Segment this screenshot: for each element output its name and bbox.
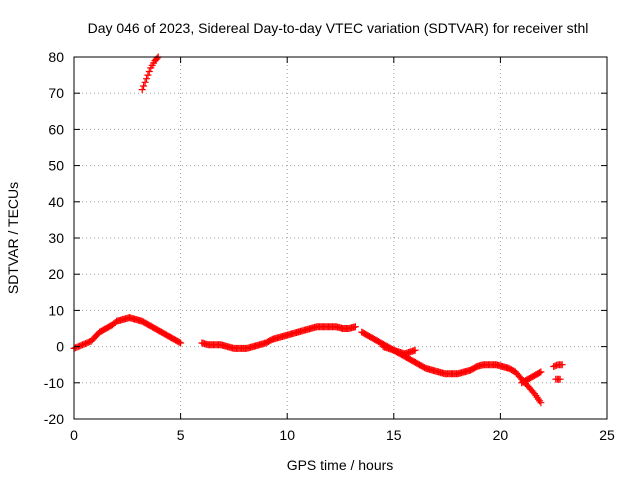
data-point	[144, 71, 152, 79]
y-tick-label: 50	[48, 158, 64, 174]
data-point	[537, 368, 545, 376]
y-tick-label: -20	[44, 411, 64, 427]
grid-lines	[74, 57, 607, 419]
x-tick-label: 10	[279, 427, 295, 443]
y-tick-label: 40	[48, 194, 64, 210]
plot-frame	[73, 56, 608, 420]
data-point	[175, 338, 183, 346]
y-tick-label: 80	[48, 49, 64, 65]
y-tick-label: 10	[48, 302, 64, 318]
data-point	[537, 399, 545, 407]
y-tick-label: 60	[48, 121, 64, 137]
data-points	[70, 53, 566, 407]
data-point	[536, 369, 544, 377]
data-point	[411, 346, 419, 354]
data-point	[556, 375, 564, 383]
data-point	[351, 323, 359, 331]
data-point	[153, 54, 161, 62]
data-point	[141, 78, 149, 86]
y-axis-label: SDTVAR / TECUs	[5, 182, 21, 294]
data-point	[143, 75, 150, 83]
x-tick-label: 0	[70, 427, 78, 443]
data-point	[138, 86, 146, 94]
x-tick-label: 15	[386, 427, 402, 443]
data-point	[558, 361, 566, 369]
x-tick-label: 20	[493, 427, 509, 443]
axis-ticks: 0 5 10 15 20 25 -20 -10 0 10 20 30 40 50 60 70 80	[44, 49, 615, 443]
y-tick-label: 30	[48, 230, 64, 246]
data-point	[140, 82, 148, 90]
y-tick-label: 0	[56, 339, 64, 355]
chart-title: Day 046 of 2023, Sidereal Day-to-day VTE…	[88, 20, 589, 36]
y-tick-label: 20	[48, 266, 64, 282]
y-tick-label: -10	[44, 375, 64, 391]
x-tick-label: 25	[599, 427, 615, 443]
x-tick-label: 5	[177, 427, 185, 443]
data-point	[145, 68, 153, 75]
x-axis-label: GPS time / hours	[287, 457, 394, 473]
data-point	[177, 339, 185, 347]
y-tick-label: 70	[48, 85, 64, 101]
